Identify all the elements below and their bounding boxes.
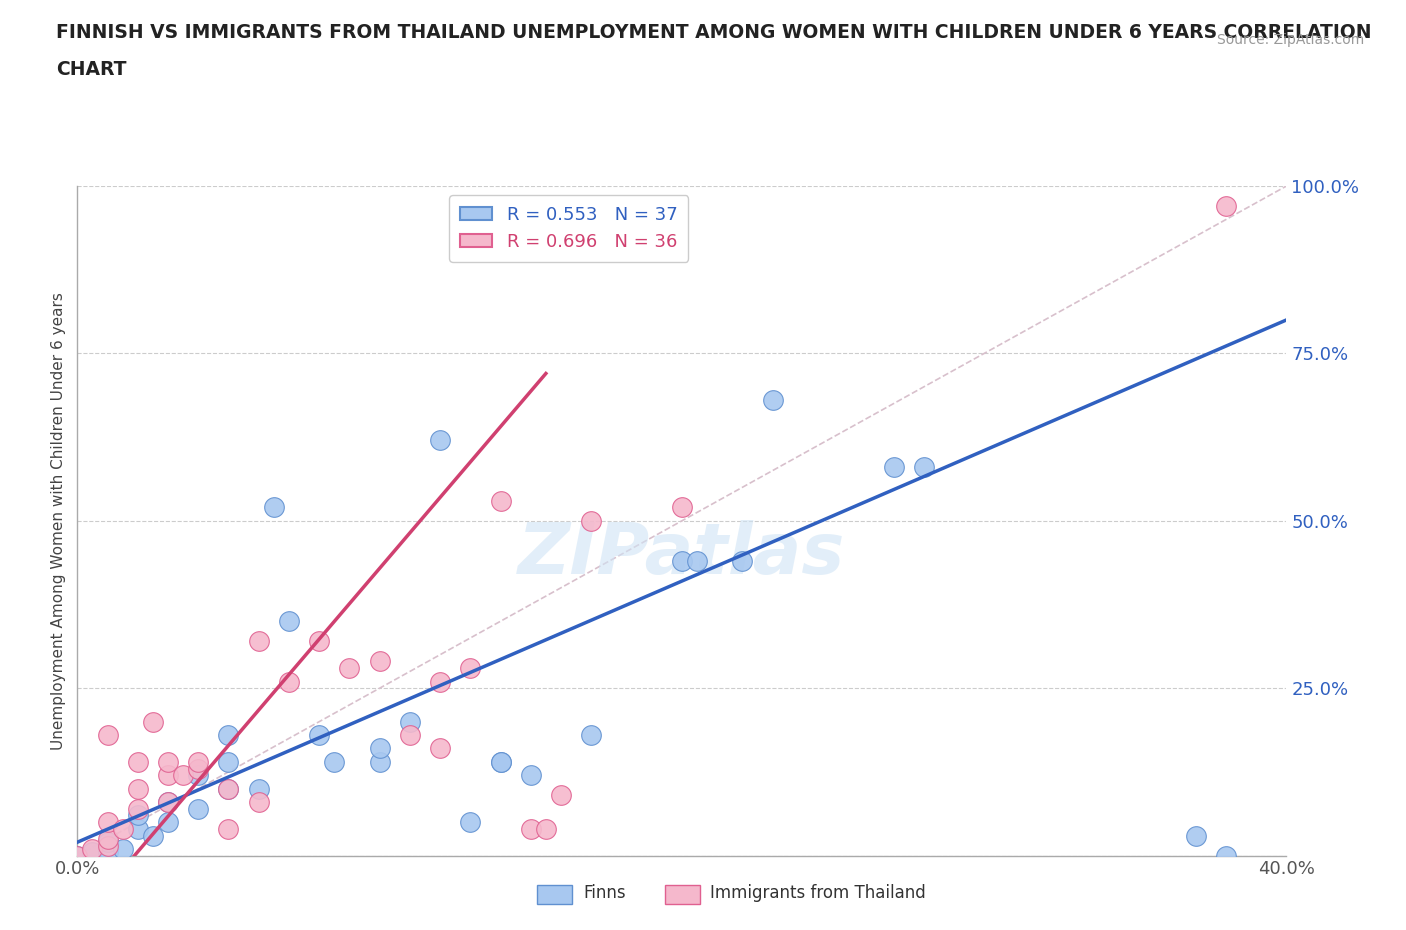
Text: Immigrants from Thailand: Immigrants from Thailand — [710, 884, 925, 902]
Point — [1215, 199, 1237, 214]
Legend: R = 0.553   N = 37, R = 0.696   N = 36: R = 0.553 N = 37, R = 0.696 N = 36 — [449, 195, 689, 261]
Point — [96, 815, 118, 830]
Point — [157, 768, 180, 783]
Point — [399, 714, 422, 729]
Point — [127, 781, 149, 796]
Point — [187, 754, 209, 769]
Point — [368, 741, 391, 756]
Point — [458, 815, 481, 830]
Point — [489, 493, 512, 508]
Point — [142, 828, 165, 843]
Y-axis label: Unemployment Among Women with Children Under 6 years: Unemployment Among Women with Children U… — [51, 292, 66, 750]
Point — [323, 754, 346, 769]
Point — [96, 831, 118, 846]
Point — [308, 727, 330, 742]
Text: ZIPatlas: ZIPatlas — [519, 520, 845, 589]
Point — [429, 433, 451, 448]
Point — [534, 821, 557, 836]
Point — [308, 634, 330, 649]
Point — [127, 754, 149, 769]
Point — [912, 459, 935, 474]
Point — [671, 500, 693, 515]
Point — [581, 727, 603, 742]
Point — [218, 821, 240, 836]
Point — [187, 761, 209, 776]
Point — [550, 788, 572, 803]
Point — [368, 754, 391, 769]
Point — [278, 614, 301, 629]
Text: FINNISH VS IMMIGRANTS FROM THAILAND UNEMPLOYMENT AMONG WOMEN WITH CHILDREN UNDER: FINNISH VS IMMIGRANTS FROM THAILAND UNEM… — [56, 23, 1372, 42]
Point — [218, 754, 240, 769]
Point — [127, 821, 149, 836]
Point — [96, 844, 118, 859]
Text: Source: ZipAtlas.com: Source: ZipAtlas.com — [1216, 33, 1364, 46]
Point — [66, 848, 89, 863]
Point — [686, 553, 709, 568]
Point — [218, 781, 240, 796]
Point — [731, 553, 754, 568]
Point — [337, 660, 360, 675]
Point — [247, 634, 270, 649]
Point — [82, 844, 104, 859]
Point — [218, 781, 240, 796]
Point — [172, 768, 194, 783]
Point — [157, 754, 180, 769]
Point — [883, 459, 905, 474]
Point — [399, 727, 422, 742]
Point — [1184, 828, 1206, 843]
Point — [263, 500, 285, 515]
Point — [142, 714, 165, 729]
Point — [368, 654, 391, 669]
Point — [671, 553, 693, 568]
Point — [489, 754, 512, 769]
Point — [187, 768, 209, 783]
Point — [429, 674, 451, 689]
Point — [96, 727, 118, 742]
Point — [187, 802, 209, 817]
Point — [96, 835, 118, 850]
Point — [218, 727, 240, 742]
Point — [247, 794, 270, 809]
Point — [581, 513, 603, 528]
Text: CHART: CHART — [56, 60, 127, 79]
Point — [489, 754, 512, 769]
Point — [127, 802, 149, 817]
Point — [127, 808, 149, 823]
Point — [96, 838, 118, 853]
Point — [111, 821, 134, 836]
Point — [247, 781, 270, 796]
Point — [157, 794, 180, 809]
Point — [1215, 848, 1237, 863]
Point — [520, 768, 543, 783]
Point — [157, 815, 180, 830]
Point — [82, 842, 104, 857]
Point — [429, 741, 451, 756]
Point — [157, 794, 180, 809]
Point — [520, 821, 543, 836]
Point — [111, 842, 134, 857]
Point — [762, 392, 785, 407]
Point — [458, 660, 481, 675]
Text: Finns: Finns — [583, 884, 626, 902]
Point — [66, 848, 89, 863]
Point — [278, 674, 301, 689]
